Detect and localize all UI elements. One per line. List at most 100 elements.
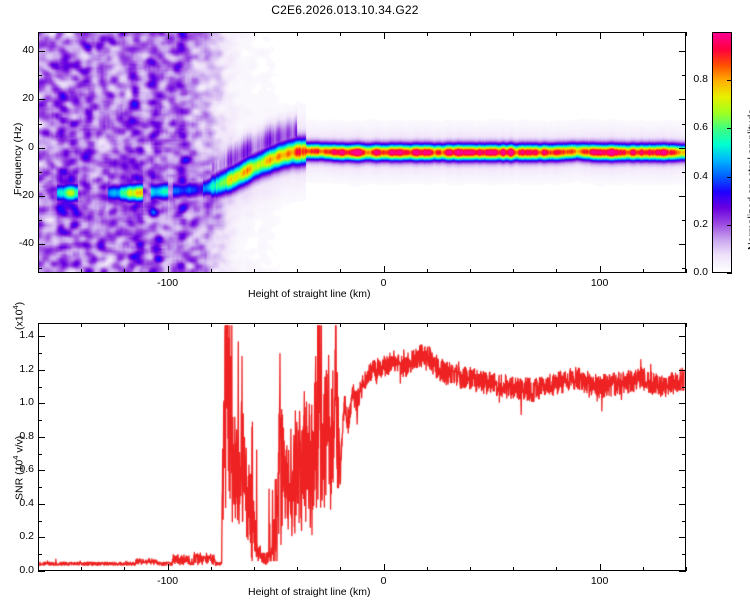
axis-tick-label: 0.6	[693, 121, 708, 134]
axis-tick	[124, 567, 126, 571]
axis-tick	[470, 32, 471, 36]
axis-tick	[38, 99, 45, 101]
axis-tick	[38, 51, 45, 53]
axis-tick	[210, 269, 212, 273]
axis-tick	[679, 537, 686, 539]
axis-tick	[38, 268, 42, 270]
axis-tick	[513, 323, 515, 327]
axis-tick	[686, 323, 687, 327]
axis-tick	[679, 336, 686, 338]
axis-tick	[682, 219, 686, 221]
axis-tick	[297, 269, 299, 273]
axis-tick-label: 0.0	[693, 266, 708, 278]
axis-tick	[679, 195, 686, 197]
axis-tick	[470, 269, 471, 273]
axis-tick	[556, 567, 558, 571]
axis-tick-label: 100	[590, 575, 609, 587]
axis-tick	[167, 323, 169, 330]
axis-tick	[599, 266, 601, 273]
axis-tick-label: -100	[157, 575, 179, 587]
axis-tick	[642, 323, 644, 327]
axis-tick-label: 0.4	[693, 169, 708, 182]
axis-tick	[38, 386, 42, 388]
axis-tick	[682, 123, 686, 125]
axis-tick-label: 1.4	[19, 329, 34, 342]
axis-tick	[38, 219, 42, 221]
axis-tick	[38, 567, 39, 571]
axis-tick	[682, 520, 686, 522]
axis-tick	[254, 323, 255, 327]
colorbar-label: Normalized spectral amplitude	[746, 108, 750, 250]
axis-tick	[682, 171, 686, 173]
axis-tick	[642, 567, 644, 571]
axis-tick	[727, 176, 732, 178]
axis-tick	[210, 323, 212, 327]
axis-tick-label: 0.8	[693, 73, 708, 86]
axis-tick	[679, 403, 686, 405]
axis-tick-label: 1.2	[19, 362, 34, 375]
axis-tick	[513, 32, 515, 36]
axis-tick	[679, 99, 686, 101]
axis-tick	[38, 487, 42, 489]
colorbar-gradient	[713, 33, 731, 272]
axis-tick-label: 0	[380, 277, 387, 289]
axis-tick	[297, 323, 299, 327]
axis-tick	[599, 323, 601, 330]
axis-tick	[124, 323, 126, 327]
axis-tick	[81, 32, 83, 36]
axis-tick	[679, 503, 686, 505]
axis-tick	[682, 453, 686, 455]
axis-tick	[383, 32, 385, 39]
snr-y-axis-label: SNR (104 v/v)	[11, 435, 26, 500]
axis-tick	[340, 567, 342, 571]
axis-tick	[682, 268, 686, 270]
spectrogram-panel	[38, 32, 686, 273]
axis-tick	[679, 571, 686, 572]
axis-tick	[679, 470, 686, 472]
axis-tick	[297, 567, 299, 571]
axis-tick	[513, 269, 515, 273]
axis-tick	[686, 567, 687, 571]
axis-tick	[38, 336, 45, 338]
snr-x-axis-label: Height of straight line (km)	[248, 586, 371, 598]
axis-tick	[383, 266, 385, 273]
axis-tick	[38, 403, 45, 405]
axis-tick	[38, 503, 45, 505]
axis-tick	[297, 32, 299, 36]
axis-tick	[727, 273, 732, 274]
axis-tick	[38, 470, 45, 472]
axis-tick	[38, 123, 42, 125]
axis-tick	[682, 554, 686, 556]
axis-tick	[210, 32, 212, 36]
axis-tick	[383, 564, 385, 571]
axis-tick	[682, 386, 686, 388]
axis-tick	[599, 32, 601, 39]
axis-tick	[38, 520, 42, 522]
axis-tick	[38, 75, 42, 77]
page-title: C2E6.2026.013.10.34.G22	[271, 3, 419, 17]
axis-tick	[727, 224, 732, 226]
axis-tick	[599, 564, 601, 571]
axis-tick	[38, 32, 39, 36]
axis-tick	[38, 554, 42, 556]
axis-tick	[81, 567, 83, 571]
axis-tick	[727, 128, 732, 130]
axis-tick	[679, 244, 686, 246]
axis-tick	[81, 323, 83, 327]
axis-tick-label: 40	[22, 44, 34, 57]
axis-tick	[38, 147, 45, 149]
axis-tick	[679, 147, 686, 149]
colorbar	[712, 32, 732, 273]
axis-tick	[38, 195, 45, 197]
axis-tick	[682, 353, 686, 355]
axis-tick	[210, 567, 212, 571]
axis-tick	[513, 567, 515, 571]
axis-tick	[426, 269, 428, 273]
axis-tick-label: 0.0	[19, 564, 34, 576]
axis-tick	[340, 32, 342, 36]
axis-tick-label: 100	[590, 277, 609, 289]
axis-tick	[167, 564, 169, 571]
axis-tick	[679, 51, 686, 53]
axis-tick	[38, 537, 45, 539]
